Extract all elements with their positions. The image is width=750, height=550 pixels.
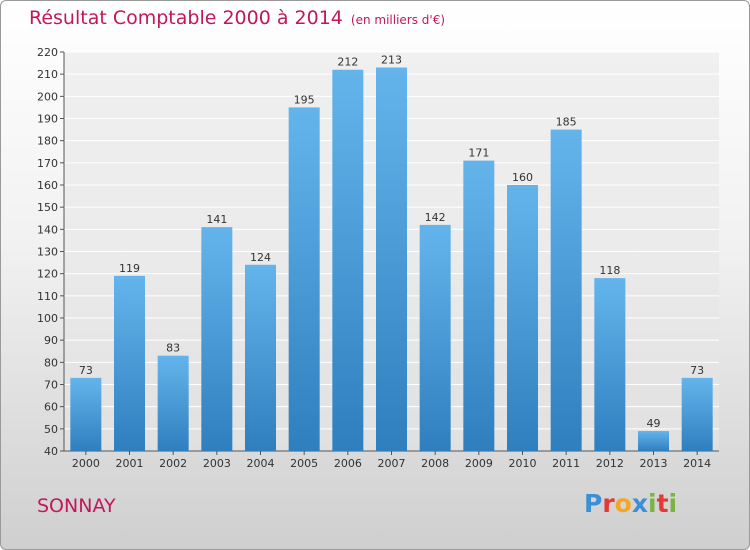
y-tick-label: 210	[37, 68, 58, 81]
y-tick-label: 170	[37, 157, 58, 170]
logo-letter: P	[584, 489, 603, 518]
x-tick-label: 2000	[72, 457, 100, 470]
x-tick-label: 2011	[552, 457, 580, 470]
x-tick-label: 2003	[203, 457, 231, 470]
logo-letter: x	[631, 489, 648, 518]
bar-value-label: 142	[425, 211, 446, 224]
x-tick-label: 2014	[683, 457, 711, 470]
bar-value-label: 160	[512, 171, 533, 184]
y-tick-label: 70	[44, 379, 58, 392]
bar	[594, 278, 626, 451]
y-tick-label: 60	[44, 401, 58, 414]
chart-title: Résultat Comptable 2000 à 2014 (en millie…	[29, 7, 445, 29]
chart-title-text: Résultat Comptable 2000 à 2014	[29, 7, 343, 29]
bar	[70, 377, 102, 451]
bar-value-label: 83	[166, 342, 180, 355]
x-tick-label: 2010	[509, 457, 537, 470]
y-tick-label: 120	[37, 268, 58, 281]
bar-value-label: 185	[556, 116, 577, 129]
bar	[419, 224, 451, 451]
bar	[681, 377, 713, 451]
y-tick-label: 180	[37, 135, 58, 148]
bar	[638, 431, 669, 451]
y-tick-label: 140	[37, 223, 58, 236]
y-tick-label: 50	[44, 423, 58, 436]
bar-value-label: 119	[119, 262, 140, 275]
bar	[288, 107, 320, 452]
y-tick-label: 110	[37, 290, 58, 303]
bar-value-label: 49	[647, 417, 661, 430]
logo-letter: t	[656, 489, 669, 518]
bar	[245, 264, 276, 451]
place-name: SONNAY	[37, 495, 116, 517]
x-tick-label: 2001	[116, 457, 144, 470]
y-tick-label: 160	[37, 179, 58, 192]
bar	[114, 275, 145, 451]
bar-value-label: 141	[206, 213, 227, 226]
y-tick-label: 80	[44, 356, 58, 369]
y-tick-label: 100	[37, 312, 58, 325]
x-tick-label: 2008	[421, 457, 449, 470]
x-tick-label: 2002	[159, 457, 187, 470]
x-tick-label: 2005	[290, 457, 318, 470]
y-tick-label: 150	[37, 201, 58, 214]
bar	[332, 69, 364, 451]
x-tick-label: 2004	[247, 457, 275, 470]
logo-letter: i	[668, 489, 678, 518]
chart-unit: (en milliers d'€)	[350, 13, 446, 27]
bar-value-label: 73	[79, 364, 93, 377]
bar-value-label: 212	[337, 56, 358, 69]
bar	[550, 129, 582, 452]
x-tick-label: 2006	[334, 457, 362, 470]
bar-value-label: 195	[294, 93, 315, 106]
y-tick-label: 200	[37, 90, 58, 103]
bar	[507, 185, 538, 451]
bar-value-label: 213	[381, 54, 402, 67]
bar	[157, 355, 189, 451]
proxiti-logo: Proxiti	[584, 489, 677, 518]
bar-value-label: 124	[250, 251, 271, 264]
x-tick-label: 2007	[378, 457, 406, 470]
y-tick-label: 40	[44, 445, 58, 458]
y-tick-label: 220	[37, 46, 58, 59]
bar	[463, 160, 495, 451]
x-tick-label: 2009	[465, 457, 493, 470]
y-tick-label: 190	[37, 113, 58, 126]
bar	[376, 67, 407, 452]
logo-letter: i	[648, 489, 657, 518]
logo-letter: o	[614, 489, 632, 518]
logo-letter: r	[602, 489, 615, 518]
bar-value-label: 171	[468, 147, 489, 160]
y-tick-label: 130	[37, 246, 58, 259]
x-tick-label: 2013	[640, 457, 668, 470]
bar	[201, 227, 233, 451]
bar-value-label: 118	[599, 264, 620, 277]
x-tick-label: 2012	[596, 457, 624, 470]
bar-value-label: 73	[690, 364, 704, 377]
y-tick-label: 90	[44, 334, 58, 347]
